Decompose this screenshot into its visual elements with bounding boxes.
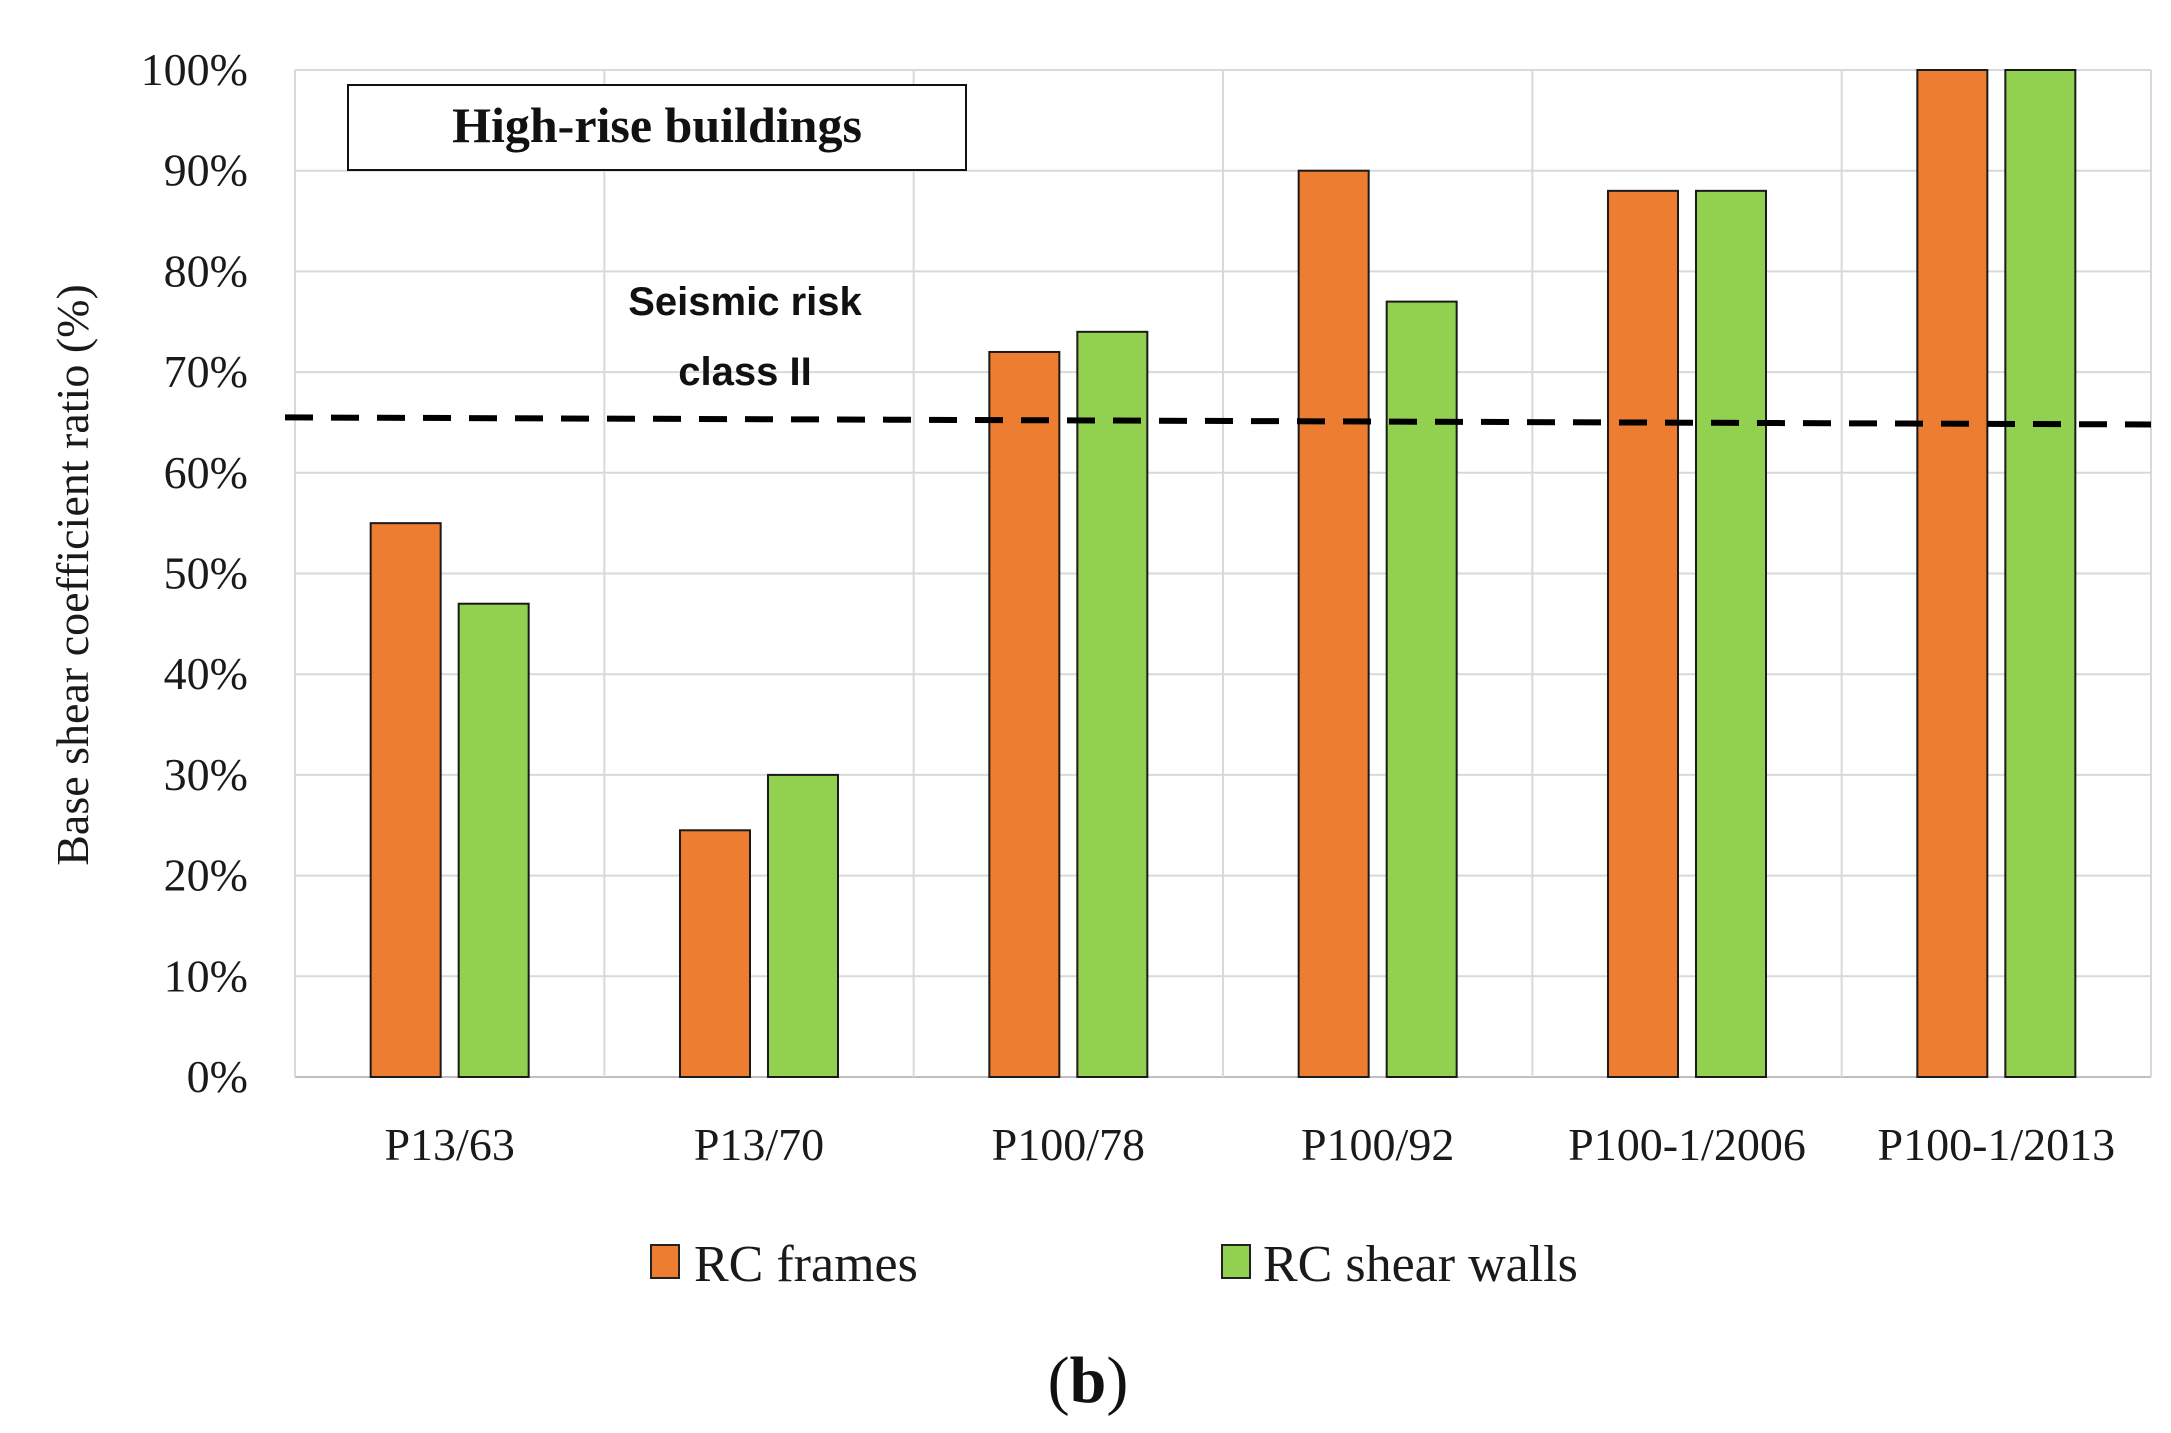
x-tick-label: P100/78	[992, 1119, 1145, 1170]
bar-rc-shear-walls	[457, 602, 530, 1079]
x-tick-label: P100-1/2006	[1568, 1119, 1806, 1170]
y-axis-label: Base shear coefficient ratio (%)	[47, 284, 98, 866]
y-tick-label: 90%	[164, 145, 248, 196]
y-tick-label: 60%	[164, 447, 248, 498]
x-tick-label: P13/70	[694, 1119, 824, 1170]
legend-label-rc-shear-walls: RC shear walls	[1263, 1236, 1578, 1293]
bar-rc-frames	[1916, 69, 1989, 1078]
y-tick-label: 50%	[164, 548, 248, 599]
x-tick-label: P100/92	[1301, 1119, 1454, 1170]
legend-swatch-rc-frames	[650, 1244, 680, 1279]
bar-rc-shear-walls	[2004, 69, 2077, 1078]
bar-rc-shear-walls	[1385, 300, 1458, 1078]
y-tick-label: 20%	[164, 850, 248, 901]
bars	[369, 69, 2077, 1079]
legend-label-rc-frames: RC frames	[694, 1236, 918, 1293]
chart-title: High-rise buildings	[452, 97, 862, 153]
y-axis-ticks: 0% 10% 20% 30% 40% 50% 60% 70% 80% 90% 100%	[141, 44, 248, 1102]
x-axis-ticks: P13/63 P13/70 P100/78 P100/92 P100-1/2006 P10…	[384, 1119, 2115, 1170]
y-tick-label: 10%	[164, 950, 248, 1001]
bar-rc-frames	[679, 829, 751, 1078]
legend-swatch-rc-shear-walls	[1221, 1244, 1251, 1279]
panel-label-letter: b	[1070, 1344, 1107, 1417]
y-tick-label: 30%	[164, 749, 248, 800]
y-tick-label: 80%	[164, 245, 248, 296]
gridlines	[294, 69, 2152, 1078]
bar-rc-shear-walls	[767, 773, 839, 1079]
bar-rc-frames	[1607, 189, 1679, 1078]
y-tick-label: 0%	[187, 1051, 248, 1102]
bar-rc-frames	[1297, 169, 1370, 1078]
title-box	[347, 84, 967, 171]
x-tick-label: P100-1/2013	[1877, 1119, 2115, 1170]
panel-label-open: (	[1048, 1344, 1070, 1417]
annotation-line-2: class II	[678, 350, 811, 394]
x-tick-label: P13/63	[384, 1119, 514, 1170]
panel-label: (b)	[1048, 1344, 1129, 1417]
annotation-line-1: Seismic risk	[628, 280, 862, 324]
y-tick-label: 40%	[164, 648, 248, 699]
y-tick-label: 70%	[164, 346, 248, 397]
bar-rc-shear-walls	[1695, 189, 1767, 1078]
legend: RC frames RC shear walls	[650, 1236, 1578, 1293]
panel-label-close: )	[1106, 1344, 1128, 1417]
seismic-risk-reference-line	[284, 414, 2152, 428]
bar-rc-shear-walls	[1076, 330, 1149, 1078]
y-tick-label: 100%	[141, 44, 248, 95]
bar-rc-frames	[988, 350, 1061, 1078]
bar-rc-frames	[369, 522, 442, 1078]
